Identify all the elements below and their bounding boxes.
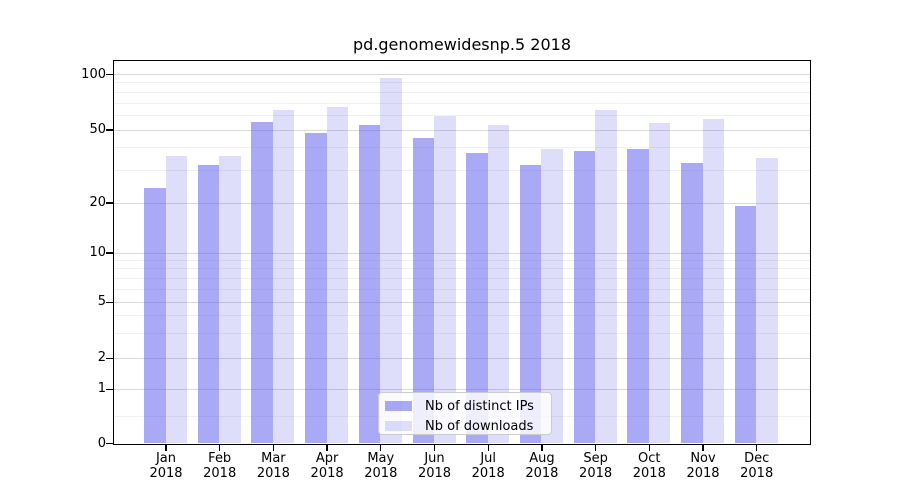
x-tick-mark <box>541 444 543 451</box>
bar-distinct-ips <box>358 124 381 443</box>
minor-gridline <box>114 333 810 335</box>
y-tick-mark <box>106 388 113 390</box>
x-tick-label: Sep 2018 <box>579 451 613 481</box>
x-tick-mark <box>487 444 489 451</box>
bar-distinct-ips <box>466 153 488 443</box>
minor-gridline <box>114 268 810 270</box>
x-tick-label: Jan 2018 <box>149 451 183 481</box>
minor-gridline <box>114 102 810 104</box>
x-tick-label: Jul 2018 <box>471 451 505 481</box>
legend-swatch-downloads <box>385 421 412 431</box>
minor-gridline <box>114 259 810 261</box>
legend-item-downloads: Nb of downloads <box>385 418 551 434</box>
x-tick-label: Mar 2018 <box>256 451 290 481</box>
minor-gridline <box>114 170 810 172</box>
y-tick-label: 1 <box>97 381 106 397</box>
bar-distinct-ips <box>573 151 596 443</box>
x-tick-mark <box>702 444 704 451</box>
y-tick-label: 20 <box>89 195 106 210</box>
y-tick-mark <box>106 202 113 204</box>
bar-distinct-ips <box>681 162 703 443</box>
minor-gridline <box>114 277 810 279</box>
y-tick-mark <box>106 129 113 131</box>
bar-downloads <box>487 124 510 443</box>
y-tick-mark <box>106 73 113 76</box>
bar-distinct-ips <box>144 187 166 443</box>
bar-downloads <box>272 109 295 443</box>
x-tick-mark <box>326 444 328 451</box>
minor-gridline <box>114 114 810 116</box>
x-tick-label: Oct 2018 <box>632 451 666 481</box>
bar-downloads <box>165 155 187 443</box>
plot-area <box>113 60 811 445</box>
y-tick-mark <box>106 252 113 254</box>
y-tick-label: 2 <box>97 350 106 366</box>
y-tick-label: 10 <box>89 245 106 260</box>
bar-downloads <box>326 107 349 443</box>
minor-gridline <box>114 315 810 317</box>
bar-downloads <box>219 155 241 443</box>
major-gridline <box>114 74 810 76</box>
major-gridline <box>114 301 810 304</box>
x-tick-mark <box>380 444 382 451</box>
legend: Nb of distinct IPs Nb of downloads <box>378 392 552 435</box>
x-tick-mark <box>165 444 167 451</box>
bar-distinct-ips <box>305 132 327 443</box>
x-tick-mark <box>648 444 650 451</box>
y-tick-label: 50 <box>89 122 106 137</box>
bar-downloads <box>756 157 778 443</box>
major-gridline <box>114 252 810 254</box>
bar-downloads <box>541 149 563 443</box>
x-tick-mark <box>594 444 597 451</box>
legend-label-distinct-ips: Nb of distinct IPs <box>425 398 534 414</box>
y-tick-mark <box>106 443 113 445</box>
minor-gridline <box>114 288 810 290</box>
bar-downloads <box>380 78 402 443</box>
x-tick-label: Dec 2018 <box>740 451 774 481</box>
legend-item-distinct-ips: Nb of distinct IPs <box>385 398 551 414</box>
minor-gridline <box>114 147 810 149</box>
y-tick-label: 5 <box>97 294 106 310</box>
x-tick-label: Jun 2018 <box>417 451 452 481</box>
x-tick-label: Apr 2018 <box>310 451 344 481</box>
x-tick-label: May 2018 <box>364 451 398 481</box>
major-gridline <box>114 129 810 131</box>
bar-downloads <box>702 119 724 443</box>
x-tick-mark <box>272 444 275 451</box>
bar-distinct-ips <box>412 137 434 443</box>
y-tick-label: 100 <box>81 66 106 82</box>
y-tick-mark <box>106 357 113 359</box>
bar-distinct-ips <box>197 165 220 443</box>
bar-downloads <box>648 123 671 443</box>
x-tick-mark <box>219 444 221 451</box>
major-gridline <box>114 357 810 360</box>
x-tick-mark <box>756 444 758 451</box>
y-tick-mark <box>106 301 113 303</box>
minor-gridline <box>114 91 810 93</box>
legend-label-downloads: Nb of downloads <box>425 418 534 434</box>
bar-downloads <box>595 109 617 443</box>
bar-downloads <box>434 116 456 443</box>
x-tick-label: Nov 2018 <box>686 451 720 481</box>
bar-distinct-ips <box>519 165 542 443</box>
legend-swatch-distinct-ips <box>385 401 412 411</box>
bar-distinct-ips <box>734 206 757 443</box>
minor-gridline <box>114 82 810 84</box>
x-tick-label: Feb 2018 <box>203 451 237 481</box>
bar-distinct-ips <box>251 121 273 443</box>
x-tick-mark <box>433 444 436 451</box>
x-tick-label: Aug 2018 <box>525 451 559 481</box>
major-gridline <box>114 202 810 204</box>
major-gridline <box>114 388 810 391</box>
bar-distinct-ips <box>627 149 649 443</box>
y-tick-label: 0 <box>97 435 106 451</box>
chart-title: pd.genomewidesnp.5 2018 <box>353 35 571 54</box>
